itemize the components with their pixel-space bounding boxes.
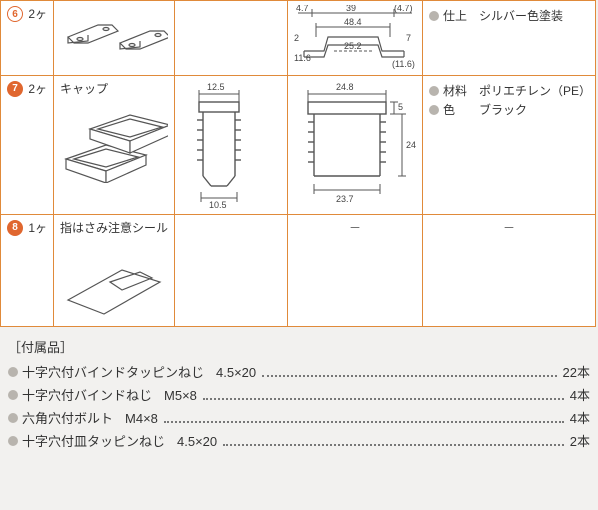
bullet-icon [429,86,439,96]
row6-spec-cell: 仕上 シルバー色塗装 [423,1,596,76]
parts-table: 6 2ヶ [0,0,596,327]
accessory-name: 六角穴付ボルト [22,408,113,427]
dim-label: 11.6 [294,53,311,63]
dim-label: 2 [294,33,299,43]
dim-label: (11.6) [392,59,415,69]
dim-label: 23.7 [336,194,354,204]
row7-name-cell: キャップ [54,76,175,215]
row-number-badge: 6 [7,6,23,22]
row6-drawing1-cell [175,1,288,76]
dim-label: 24.8 [336,82,354,92]
row-number-badge: 8 [7,220,23,236]
accessory-qty: 4本 [570,385,590,404]
dim-label: 39 [346,5,356,13]
dim-label: 48.4 [344,17,362,27]
row8-drawing1-cell [175,215,288,327]
cap-front-drawing: 24.8 [294,80,416,210]
spec-key: 仕上 [443,7,479,24]
row8-drawing2-cell: － [288,215,423,327]
accessory-name: 十字穴付バインドねじ [22,385,152,404]
leader-dots [223,444,564,446]
part-name: 指はさみ注意シール [60,219,168,236]
accessory-line: 十字穴付バインドねじ M5×8 4本 [8,385,590,404]
sticker-illustration [60,242,168,322]
row7-drawing2-cell: 24.8 [288,76,423,215]
row-qty: 2ヶ [28,7,47,21]
dim-label: 25.2 [344,41,362,51]
bullet-icon [429,11,439,21]
row6-drawing2-cell: 39 4.7 (4.7) 48.4 [288,1,423,76]
row7-spec-cell: 材料 ポリエチレン（PE） 色 ブラック [423,76,596,215]
spec-value: ポリエチレン（PE） [479,82,589,99]
row-qty: 1ヶ [28,221,47,235]
row-number-badge: 7 [7,81,23,97]
spec-line: 色 ブラック [429,101,589,118]
accessory-size: M4×8 [125,411,158,426]
accessory-line: 十字穴付バインドタッピンねじ 4.5×20 22本 [8,362,590,381]
cap-side-drawing: 12.5 [181,80,281,210]
table-row: 6 2ヶ [1,1,596,76]
accessory-line: 十字穴付皿タッピンねじ 4.5×20 2本 [8,431,590,450]
dim-label: 5 [398,102,403,112]
accessory-qty: 2本 [570,431,590,450]
accessory-qty: 22本 [563,362,590,381]
spec-key: 色 [443,101,479,118]
part-name: キャップ [60,80,168,97]
accessory-size: 4.5×20 [216,365,256,380]
spec-line: 材料 ポリエチレン（PE） [429,82,589,99]
spec-line: 仕上 シルバー色塗装 [429,7,589,24]
row-qty: 2ヶ [28,82,47,96]
leader-dots [203,398,564,400]
spec-key: 材料 [443,82,479,99]
row6-number-cell: 6 2ヶ [1,1,54,76]
accessory-size: 4.5×20 [177,434,217,449]
bullet-icon [8,436,18,446]
table-row: 7 2ヶ キャップ [1,76,596,215]
bracket-dimension-drawing: 39 4.7 (4.7) 48.4 [294,5,416,71]
bullet-icon [8,390,18,400]
dim-label: 12.5 [207,82,225,92]
spec-value: シルバー色塗装 [479,7,563,24]
accessory-qty: 4本 [570,408,590,427]
dim-label: 7 [406,33,411,43]
spec-value: ブラック [479,101,527,118]
accessory-line: 六角穴付ボルト M4×8 4本 [8,408,590,427]
dim-label: 24 [406,140,416,150]
dash-placeholder: － [349,221,361,235]
accessory-name: 十字穴付バインドタッピンねじ [22,362,204,381]
dim-label: 4.7 [296,5,309,13]
cap-illustration [60,103,168,183]
dim-label: 10.5 [209,200,227,210]
row7-drawing1-cell: 12.5 [175,76,288,215]
row7-number-cell: 7 2ヶ [1,76,54,215]
row8-number-cell: 8 1ヶ [1,215,54,327]
dim-label: (4.7) [394,5,413,13]
row8-spec-cell: － [423,215,596,327]
bullet-icon [8,413,18,423]
leader-dots [262,375,556,377]
bullet-icon [429,105,439,115]
accessories-title: ［付属品］ [8,337,590,356]
accessories-section: ［付属品］ 十字穴付バインドタッピンねじ 4.5×20 22本 十字穴付バインド… [0,327,598,468]
row6-name-cell [54,1,175,76]
bracket-illustration [60,5,168,61]
dash-placeholder: － [503,221,515,235]
bullet-icon [8,367,18,377]
leader-dots [164,421,564,423]
table-row: 8 1ヶ 指はさみ注意シール － － [1,215,596,327]
accessory-size: M5×8 [164,388,197,403]
accessory-name: 十字穴付皿タッピンねじ [22,431,165,450]
row8-name-cell: 指はさみ注意シール [54,215,175,327]
